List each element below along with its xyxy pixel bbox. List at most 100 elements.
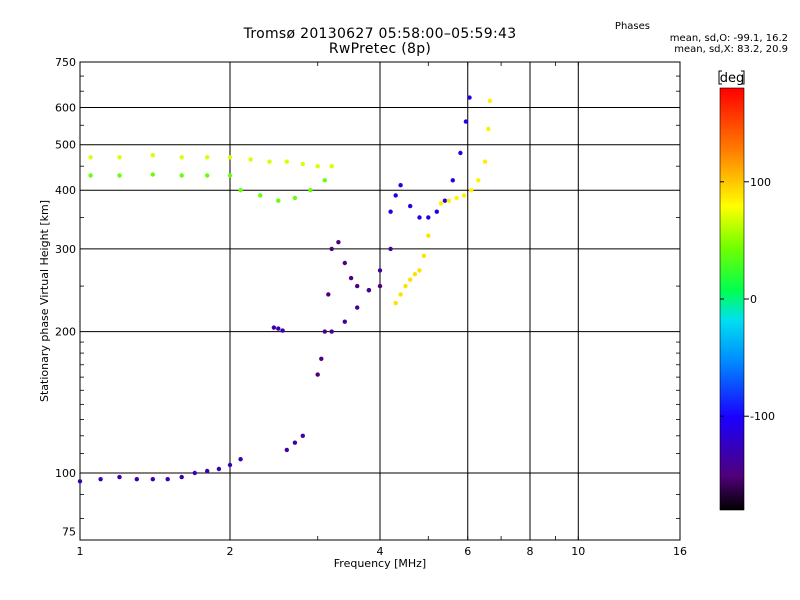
trace-point xyxy=(398,292,403,297)
x-tick-label: 16 xyxy=(673,545,687,558)
trace-point xyxy=(366,288,372,293)
trace-point xyxy=(377,283,383,289)
trace-point xyxy=(300,161,305,167)
x-tick-label: 1 xyxy=(77,545,84,558)
trace-point xyxy=(117,474,122,480)
trace-point xyxy=(442,198,448,203)
trace-point xyxy=(426,215,431,220)
trace-point xyxy=(150,477,155,482)
trace-point xyxy=(458,150,463,156)
trace-point xyxy=(438,201,444,206)
trace-point xyxy=(238,188,243,193)
trace-point xyxy=(487,98,493,104)
trace-point xyxy=(98,477,103,482)
trace-point xyxy=(469,188,474,193)
y-tick-label: 100 xyxy=(55,467,76,480)
y-tick-label: 75 xyxy=(62,526,76,539)
colorbar-unit-label: deg xyxy=(720,71,745,86)
trace-point xyxy=(227,462,233,468)
trace-point xyxy=(267,159,272,164)
trace-point xyxy=(403,283,408,289)
x-tick-label: 10 xyxy=(571,545,585,558)
trace-point xyxy=(227,173,233,178)
plot-grid xyxy=(80,62,680,540)
trace-point xyxy=(476,178,481,183)
trace-point xyxy=(412,272,418,277)
trace-point xyxy=(315,372,320,377)
chart-title: Tromsø 20130627 05:58:00–05:59:43 xyxy=(243,26,517,42)
colorbar-tick-label: -100 xyxy=(750,410,775,423)
trace-point xyxy=(165,477,170,482)
trace-point xyxy=(348,275,354,281)
trace-point xyxy=(398,183,403,188)
trace-point xyxy=(342,319,347,324)
y-axis-ticks: 75 100 200 300 400 500 600 750 xyxy=(55,56,680,539)
trace-point xyxy=(326,292,331,297)
colorbar-unit-bracket-close xyxy=(741,70,745,85)
phases-heading: Phases xyxy=(614,21,650,32)
trace-point xyxy=(461,193,467,198)
trace-point xyxy=(322,329,327,334)
y-tick-label: 600 xyxy=(55,102,76,115)
trace-point xyxy=(467,95,472,100)
trace-point xyxy=(134,477,139,482)
x-tick-label: 6 xyxy=(464,545,471,558)
trace-point xyxy=(117,155,122,160)
trace-point xyxy=(300,433,305,438)
x-axis-ticks: 1 2 4 6 8 10 16 xyxy=(77,62,687,558)
trace-point xyxy=(179,474,184,480)
x-axis-label: Frequency [MHz] xyxy=(334,557,426,570)
trace-point xyxy=(336,240,341,245)
trace-point xyxy=(408,203,413,209)
trace-point xyxy=(482,159,488,164)
trace-point xyxy=(284,159,289,164)
trace-point xyxy=(417,215,422,220)
trace-point xyxy=(179,173,184,178)
trace-point xyxy=(388,209,393,214)
trace-point xyxy=(329,164,334,169)
trace-point xyxy=(280,328,285,333)
trace-point xyxy=(426,233,431,238)
trace-point xyxy=(192,470,197,476)
trace-point xyxy=(355,305,360,310)
trace-point xyxy=(388,246,393,252)
trace-point xyxy=(355,283,360,289)
trace-point xyxy=(319,356,324,361)
trace-point xyxy=(322,178,327,183)
trace-point xyxy=(434,209,439,214)
colorbar-tick-label: 100 xyxy=(750,176,771,189)
trace-point xyxy=(205,173,210,178)
trace-point xyxy=(248,157,253,162)
trace-point xyxy=(150,172,155,177)
trace-point xyxy=(238,457,243,462)
phase-stats-o: mean, sd,O: -99.1, 16.2 xyxy=(669,33,788,44)
trace-point xyxy=(486,126,491,132)
trace-point xyxy=(329,246,334,252)
trace-point xyxy=(227,155,233,160)
trace-point xyxy=(150,153,155,158)
trace-point xyxy=(463,119,469,124)
x-tick-label: 2 xyxy=(227,545,234,558)
trace-point xyxy=(421,253,427,258)
trace-point xyxy=(329,329,334,334)
trace-point xyxy=(393,300,398,306)
y-axis-label: Stationary phase Virtual Height [km] xyxy=(38,200,51,402)
y-tick-label: 750 xyxy=(55,56,76,69)
x-tick-label: 8 xyxy=(527,545,534,558)
trace-point xyxy=(205,468,210,474)
scatter-points xyxy=(77,95,493,484)
colorbar-ticks: 100 0 -100 xyxy=(720,176,775,423)
trace-point xyxy=(292,440,298,445)
trace-point xyxy=(284,447,289,453)
trace-point xyxy=(258,193,263,198)
chart-subtitle: RwPretec (8p) xyxy=(328,41,432,57)
trace-point xyxy=(393,193,398,198)
trace-point xyxy=(77,479,83,484)
trace-point xyxy=(205,155,210,160)
y-tick-label: 400 xyxy=(55,184,76,197)
y-tick-label: 200 xyxy=(55,326,76,339)
trace-point xyxy=(216,466,222,472)
y-tick-label: 500 xyxy=(55,139,76,152)
